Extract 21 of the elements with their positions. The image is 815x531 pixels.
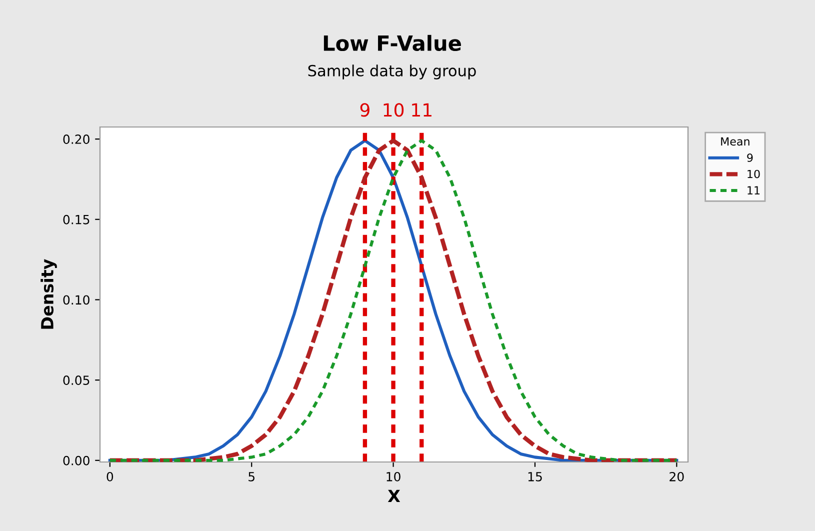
y-tick-label: 0.05 [63, 376, 90, 385]
y-tick-label: 0.00 [63, 456, 90, 466]
y-tick-label: 0.10 [63, 295, 90, 305]
ref-line-label: 10 [384, 103, 404, 117]
chart-title: Low F-Value [324, 34, 461, 52]
y-axis-title: Density [40, 259, 57, 329]
x-tick-label: 15 [528, 472, 542, 482]
y-tick-label: 0.15 [63, 214, 90, 224]
legend-label: 9 [747, 154, 753, 162]
x-tick-label: 0 [106, 472, 114, 482]
x-tick-label: 10 [386, 472, 400, 482]
y-tick-label: 0.20 [63, 134, 90, 144]
chart-subtitle: Sample data by group [308, 64, 476, 80]
x-tick-label: 20 [670, 472, 684, 482]
legend-title: Mean [721, 137, 750, 146]
legend-label: 11 [748, 186, 760, 194]
x-axis-title: X [388, 490, 400, 502]
legend-label: 10 [748, 170, 760, 178]
x-tick-label: 5 [248, 472, 254, 482]
ref-line-label: 11 [412, 103, 432, 117]
ref-line-label: 9 [360, 103, 370, 117]
